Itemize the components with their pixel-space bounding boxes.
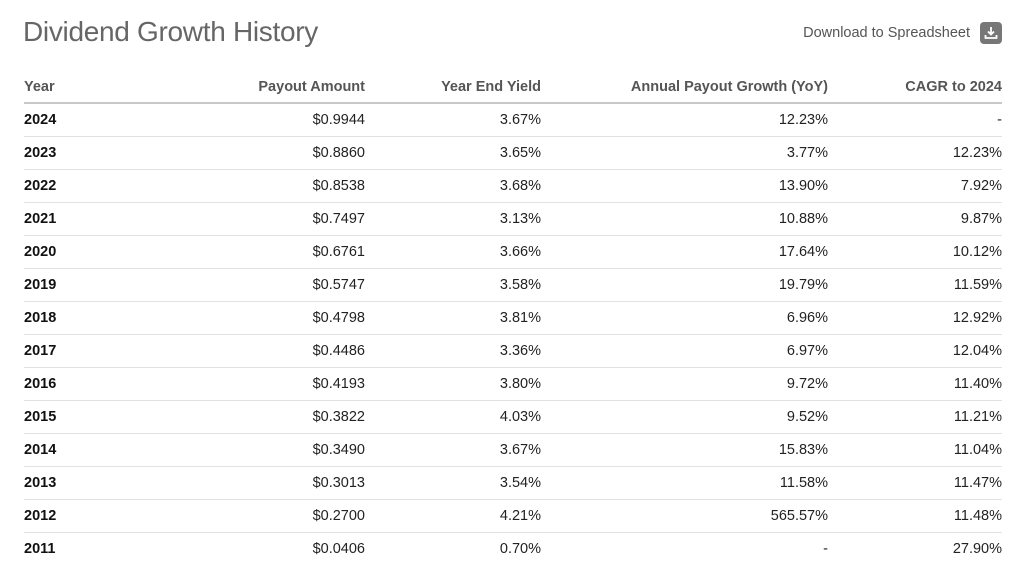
annual-payout-growth-cell: 12.23%: [541, 103, 828, 137]
annual-payout-growth-cell: 3.77%: [541, 136, 828, 170]
annual-payout-growth-cell: 6.96%: [541, 301, 828, 335]
payout-amount-cell: $0.9944: [200, 103, 365, 137]
year-end-yield-cell: 4.21%: [365, 499, 541, 533]
column-header-year-end-yield[interactable]: Year End Yield: [365, 71, 541, 104]
dividend-history-table: Year Payout Amount Year End Yield Annual…: [24, 71, 1002, 565]
column-header-year[interactable]: Year: [24, 71, 200, 104]
year-end-yield-cell: 4.03%: [365, 400, 541, 434]
column-header-cagr[interactable]: CAGR to 2024: [828, 71, 1002, 104]
table-row: 2018 $0.4798 3.81% 6.96% 12.92%: [24, 301, 1002, 335]
annual-payout-growth-cell: 19.79%: [541, 268, 828, 302]
year-cell: 2016: [24, 367, 200, 401]
table-row: 2023 $0.8860 3.65% 3.77% 12.23%: [24, 136, 1002, 170]
annual-payout-growth-cell: 11.58%: [541, 466, 828, 500]
payout-amount-cell: $0.4798: [200, 301, 365, 335]
annual-payout-growth-cell: 13.90%: [541, 169, 828, 203]
payout-amount-cell: $0.3490: [200, 433, 365, 467]
annual-payout-growth-cell: -: [823, 541, 828, 557]
annual-payout-growth-cell: 15.83%: [541, 433, 828, 467]
year-cell: 2022: [24, 169, 200, 203]
table-row: 2020 $0.6761 3.66% 17.64% 10.12%: [24, 235, 1002, 269]
year-end-yield-cell: 3.67%: [365, 433, 541, 467]
table-row: 2024 $0.9944 3.67% 12.23% -: [24, 103, 1002, 137]
year-cell: 2023: [24, 136, 200, 170]
table-header-row: Year Payout Amount Year End Yield Annual…: [24, 71, 1002, 104]
table-row: 2011 $0.0406 0.70% - 27.90%: [24, 533, 1002, 566]
year-end-yield-cell: 3.54%: [365, 466, 541, 500]
year-end-yield-cell: 3.66%: [365, 235, 541, 269]
table-row: 2019 $0.5747 3.58% 19.79% 11.59%: [24, 268, 1002, 302]
download-icon[interactable]: [980, 22, 1002, 44]
download-spreadsheet-button[interactable]: Download to Spreadsheet: [803, 22, 1002, 44]
annual-payout-growth-cell: 10.88%: [541, 202, 828, 236]
year-end-yield-cell: 3.81%: [365, 301, 541, 335]
year-cell: 2013: [24, 466, 200, 500]
cagr-cell: 11.47%: [828, 466, 1002, 500]
year-cell: 2015: [24, 400, 200, 434]
year-end-yield-cell: 0.70%: [499, 541, 541, 557]
year-cell: 2018: [24, 301, 200, 335]
year-cell: 2021: [24, 202, 200, 236]
table-row: 2016 $0.4193 3.80% 9.72% 11.40%: [24, 367, 1002, 401]
year-end-yield-cell: 3.80%: [365, 367, 541, 401]
year-end-yield-cell: 3.68%: [365, 169, 541, 203]
download-label: Download to Spreadsheet: [803, 25, 970, 41]
payout-amount-cell: $0.3822: [200, 400, 365, 434]
annual-payout-growth-cell: 9.52%: [541, 400, 828, 434]
table-row: 2012 $0.2700 4.21% 565.57% 11.48%: [24, 499, 1002, 533]
table-row: 2014 $0.3490 3.67% 15.83% 11.04%: [24, 433, 1002, 467]
table-row: 2013 $0.3013 3.54% 11.58% 11.47%: [24, 466, 1002, 500]
annual-payout-growth-cell: 17.64%: [541, 235, 828, 269]
year-end-yield-cell: 3.65%: [365, 136, 541, 170]
cagr-cell: 7.92%: [828, 169, 1002, 203]
payout-amount-cell: $0.3013: [200, 466, 365, 500]
year-cell: 2014: [24, 433, 200, 467]
payout-amount-cell: $0.4486: [200, 334, 365, 368]
payout-amount-cell: $0.8538: [200, 169, 365, 203]
year-cell: 2020: [24, 235, 200, 269]
cagr-cell: -: [828, 103, 1002, 137]
year-cell: 2019: [24, 268, 200, 302]
cagr-cell: 11.40%: [828, 367, 1002, 401]
cagr-cell: 9.87%: [828, 202, 1002, 236]
payout-amount-cell: $0.4193: [200, 367, 365, 401]
year-cell: 2024: [24, 103, 200, 137]
cagr-cell: 11.04%: [828, 433, 1002, 467]
table-row: 2022 $0.8538 3.68% 13.90% 7.92%: [24, 169, 1002, 203]
cagr-cell: 11.21%: [828, 400, 1002, 434]
year-end-yield-cell: 3.58%: [365, 268, 541, 302]
year-cell: 2012: [24, 499, 200, 533]
cagr-cell: 11.59%: [828, 268, 1002, 302]
cagr-cell: 12.04%: [828, 334, 1002, 368]
payout-amount-cell: $0.2700: [200, 499, 365, 533]
column-header-payout-amount[interactable]: Payout Amount: [200, 71, 365, 104]
payout-amount-cell: $0.5747: [200, 268, 365, 302]
year-end-yield-cell: 3.36%: [365, 334, 541, 368]
year-cell: 2017: [24, 334, 200, 368]
cagr-cell: 12.92%: [828, 301, 1002, 335]
annual-payout-growth-cell: 9.72%: [541, 367, 828, 401]
payout-amount-cell: $0.7497: [200, 202, 365, 236]
page-title: Dividend Growth History: [23, 16, 318, 47]
table-row: 2015 $0.3822 4.03% 9.52% 11.21%: [24, 400, 1002, 434]
annual-payout-growth-cell: 6.97%: [541, 334, 828, 368]
table-row: 2021 $0.7497 3.13% 10.88% 9.87%: [24, 202, 1002, 236]
year-cell: 2011: [24, 541, 56, 557]
year-end-yield-cell: 3.67%: [365, 103, 541, 137]
cagr-cell: 10.12%: [828, 235, 1002, 269]
annual-payout-growth-cell: 565.57%: [541, 499, 828, 533]
payout-amount-cell: $0.6761: [200, 235, 365, 269]
year-end-yield-cell: 3.13%: [365, 202, 541, 236]
payout-amount-cell: $0.8860: [200, 136, 365, 170]
cagr-cell: 12.23%: [828, 136, 1002, 170]
cagr-cell: 11.48%: [828, 499, 1002, 533]
payout-amount-cell: $0.0406: [312, 541, 365, 557]
cagr-cell: 27.90%: [952, 541, 1002, 557]
table-row: 2017 $0.4486 3.36% 6.97% 12.04%: [24, 334, 1002, 368]
column-header-annual-payout-growth[interactable]: Annual Payout Growth (YoY): [541, 71, 828, 104]
